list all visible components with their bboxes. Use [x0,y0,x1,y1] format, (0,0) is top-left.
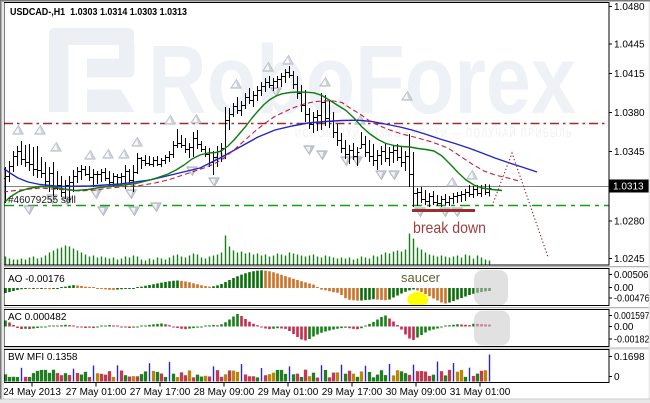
svg-text:0.00: 0.00 [614,322,634,333]
svg-text:0.00506: 0.00506 [614,270,649,281]
svg-text:29 May 01:00: 29 May 01:00 [258,387,319,398]
svg-text:-0.00476: -0.00476 [614,294,650,305]
svg-text:1.0445: 1.0445 [614,40,645,51]
svg-text:-0.00182: -0.00182 [614,335,650,346]
svg-text:AO -0.00176: AO -0.00176 [8,274,65,285]
svg-text:0.00: 0.00 [614,283,634,294]
svg-text:AC 0.000482: AC 0.000482 [8,312,67,323]
svg-text:27 May 01:00: 27 May 01:00 [66,387,127,398]
svg-text:28 May 09:00: 28 May 09:00 [194,387,255,398]
svg-text:0.001597: 0.001597 [614,311,650,322]
svg-text:31 May 01:00: 31 May 01:00 [450,387,511,398]
svg-text:1.0345: 1.0345 [614,147,645,158]
svg-text:BW MFI 0.1358: BW MFI 0.1358 [8,352,78,363]
svg-text:29 May 17:00: 29 May 17:00 [322,387,383,398]
svg-text:USDCAD-,H1 1.0303 1.0314 1.03: USDCAD-,H1 1.0303 1.0314 1.0303 1.0313 [10,7,187,18]
svg-text:#46079255 sell: #46079255 sell [8,195,76,206]
svg-text:1.0313: 1.0313 [613,182,644,193]
svg-text:1.0280: 1.0280 [614,217,645,228]
svg-text:1.0245: 1.0245 [614,254,645,265]
svg-text:30 May 09:00: 30 May 09:00 [386,387,447,398]
svg-text:break down: break down [413,220,486,237]
svg-text:saucer: saucer [401,270,441,285]
svg-text:1.0380: 1.0380 [614,108,645,119]
svg-text:27 May 17:00: 27 May 17:00 [130,387,191,398]
svg-text:1.0480: 1.0480 [614,2,645,13]
svg-text:1.0415: 1.0415 [614,69,645,80]
svg-text:0: 0 [614,372,620,383]
svg-text:24 May 2013: 24 May 2013 [3,387,61,398]
svg-text:0.1698: 0.1698 [614,352,645,363]
